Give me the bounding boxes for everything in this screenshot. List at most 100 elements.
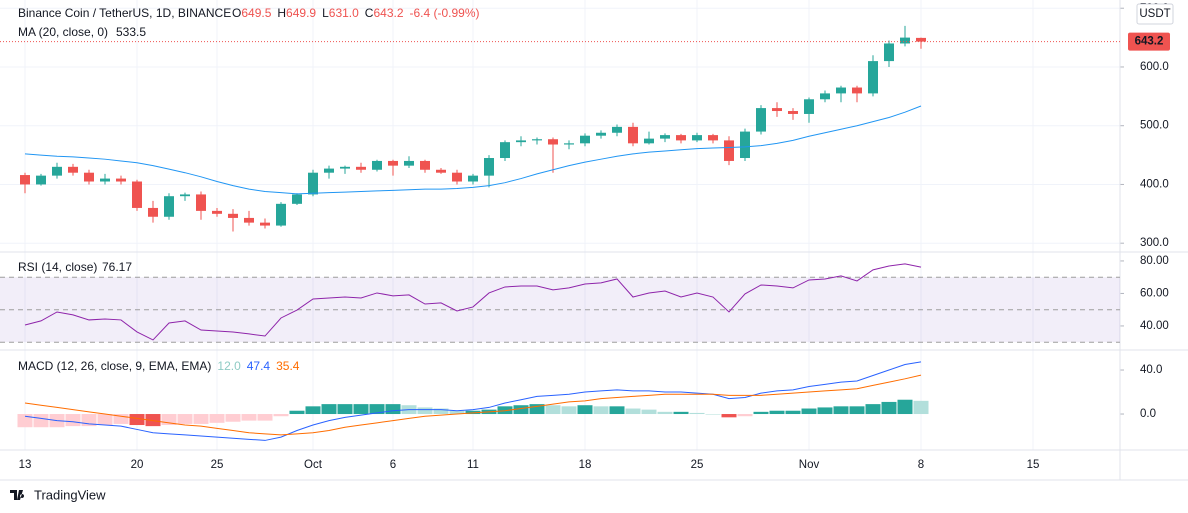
histogram-bar: [513, 405, 529, 415]
candle-body: [340, 166, 350, 169]
candle-body: [500, 142, 510, 159]
candle-body: [772, 108, 782, 112]
histogram-bar: [209, 414, 225, 423]
candle-body: [52, 166, 62, 176]
candle-body: [276, 203, 286, 226]
histogram-bar: [97, 414, 113, 426]
candle-body: [804, 99, 814, 114]
histogram-bar: [657, 411, 673, 415]
ma-line: [24, 105, 922, 195]
histogram-bar: [449, 410, 465, 415]
candle-body: [900, 37, 910, 44]
legend-value: 533.5: [116, 25, 146, 39]
legend-name: MACD (12, 26, close, 9, EMA, EMA): [18, 359, 211, 373]
histogram-bar: [321, 404, 337, 415]
legend-value: 76.17: [102, 260, 132, 274]
candle-body: [20, 175, 30, 185]
candle-body: [564, 143, 574, 145]
histogram-bar: [817, 407, 833, 415]
candle-body: [164, 196, 174, 217]
y-tick-label: 60.00: [1140, 287, 1169, 299]
histogram-bar: [705, 414, 721, 415]
histogram-bar: [593, 406, 609, 415]
histogram-bar: [753, 411, 769, 415]
histogram-bar: [561, 406, 577, 415]
candle-body: [436, 169, 446, 173]
candle-body: [116, 178, 126, 182]
histogram-bar: [785, 410, 801, 415]
y-tick-label: 40.00: [1140, 320, 1169, 332]
histogram-bar: [865, 404, 881, 415]
macd-line: [24, 361, 922, 441]
histogram-bar: [673, 411, 689, 415]
histogram-bar: [177, 414, 193, 424]
logo-mark: [10, 490, 25, 500]
candle-body: [356, 166, 366, 170]
histogram-bar: [241, 414, 257, 421]
x-tick-label: Oct: [304, 459, 323, 471]
candle-body: [660, 135, 670, 139]
legend-name: RSI (14, close): [18, 260, 97, 274]
candle-body: [372, 160, 382, 170]
ohlc-value: 649.5: [241, 6, 271, 20]
candle-body: [84, 172, 94, 182]
histogram-bar: [881, 401, 897, 415]
histogram-bar: [289, 410, 305, 415]
histogram-bar: [113, 414, 129, 424]
ohlc: O649.5 H649.9 L631.0 C643.2 -6.4 (-0.99%): [232, 6, 480, 20]
candle-body: [132, 181, 142, 208]
candle-body: [100, 178, 110, 182]
y-tick-label: 0.0: [1140, 408, 1156, 420]
change: -6.4 (-0.99%): [410, 6, 480, 20]
ohlc-label: L: [322, 6, 329, 20]
histogram-bar: [65, 414, 81, 427]
currency-box[interactable]: [1136, 3, 1174, 25]
histogram-bar: [129, 414, 145, 426]
histogram-bar: [33, 414, 49, 428]
x-tick-label: 25: [211, 459, 224, 471]
x-tick-label: Nov: [799, 459, 820, 471]
candle-body: [308, 172, 318, 195]
candle-body: [244, 217, 254, 223]
last-price-label: 643.2: [1135, 36, 1164, 48]
candle-body: [820, 93, 830, 100]
legend-value: 35.4: [276, 359, 300, 373]
legend-value: 12.0: [217, 359, 241, 373]
rsi-line: [24, 263, 922, 341]
x-tick-label: 8: [918, 459, 924, 471]
currency[interactable]: USDT: [1139, 8, 1170, 20]
ohlc-value: 631.0: [329, 6, 359, 20]
histogram-bar: [913, 400, 929, 415]
x-tick-label: 13: [19, 459, 32, 471]
candle-body: [532, 139, 542, 141]
histogram-bar: [721, 414, 737, 418]
candle-body: [452, 172, 462, 182]
candle-body: [868, 61, 878, 94]
candle-body: [644, 138, 654, 144]
macd-line: [24, 374, 922, 436]
histogram-bar: [689, 412, 705, 415]
histogram-bar: [337, 404, 353, 415]
symbol: Binance Coin / TetherUS, 1D, BINANCE: [18, 6, 231, 20]
candle-body: [420, 160, 430, 170]
ohlc-value: 643.2: [373, 6, 403, 20]
ohlc-label: O: [232, 6, 241, 20]
histogram-bar: [385, 404, 401, 415]
y-tick-label: 300.0: [1140, 237, 1169, 249]
x-tick-label: 20: [131, 459, 144, 471]
histogram-bar: [369, 404, 385, 415]
y-tick-label: 600.0: [1140, 61, 1169, 73]
candle-body: [628, 126, 638, 144]
candle-body: [324, 168, 334, 173]
histogram-bar: [225, 414, 241, 422]
candle-body: [68, 166, 78, 173]
candle-body: [756, 108, 766, 132]
candle-body: [180, 194, 190, 197]
candle-body: [148, 207, 158, 217]
x-tick-label: 15: [1027, 459, 1040, 471]
histogram-bar: [609, 406, 625, 415]
histogram-bar: [801, 408, 817, 415]
histogram-bar: [577, 405, 593, 415]
brand: TradingView: [34, 487, 106, 502]
candle-body: [580, 135, 590, 144]
